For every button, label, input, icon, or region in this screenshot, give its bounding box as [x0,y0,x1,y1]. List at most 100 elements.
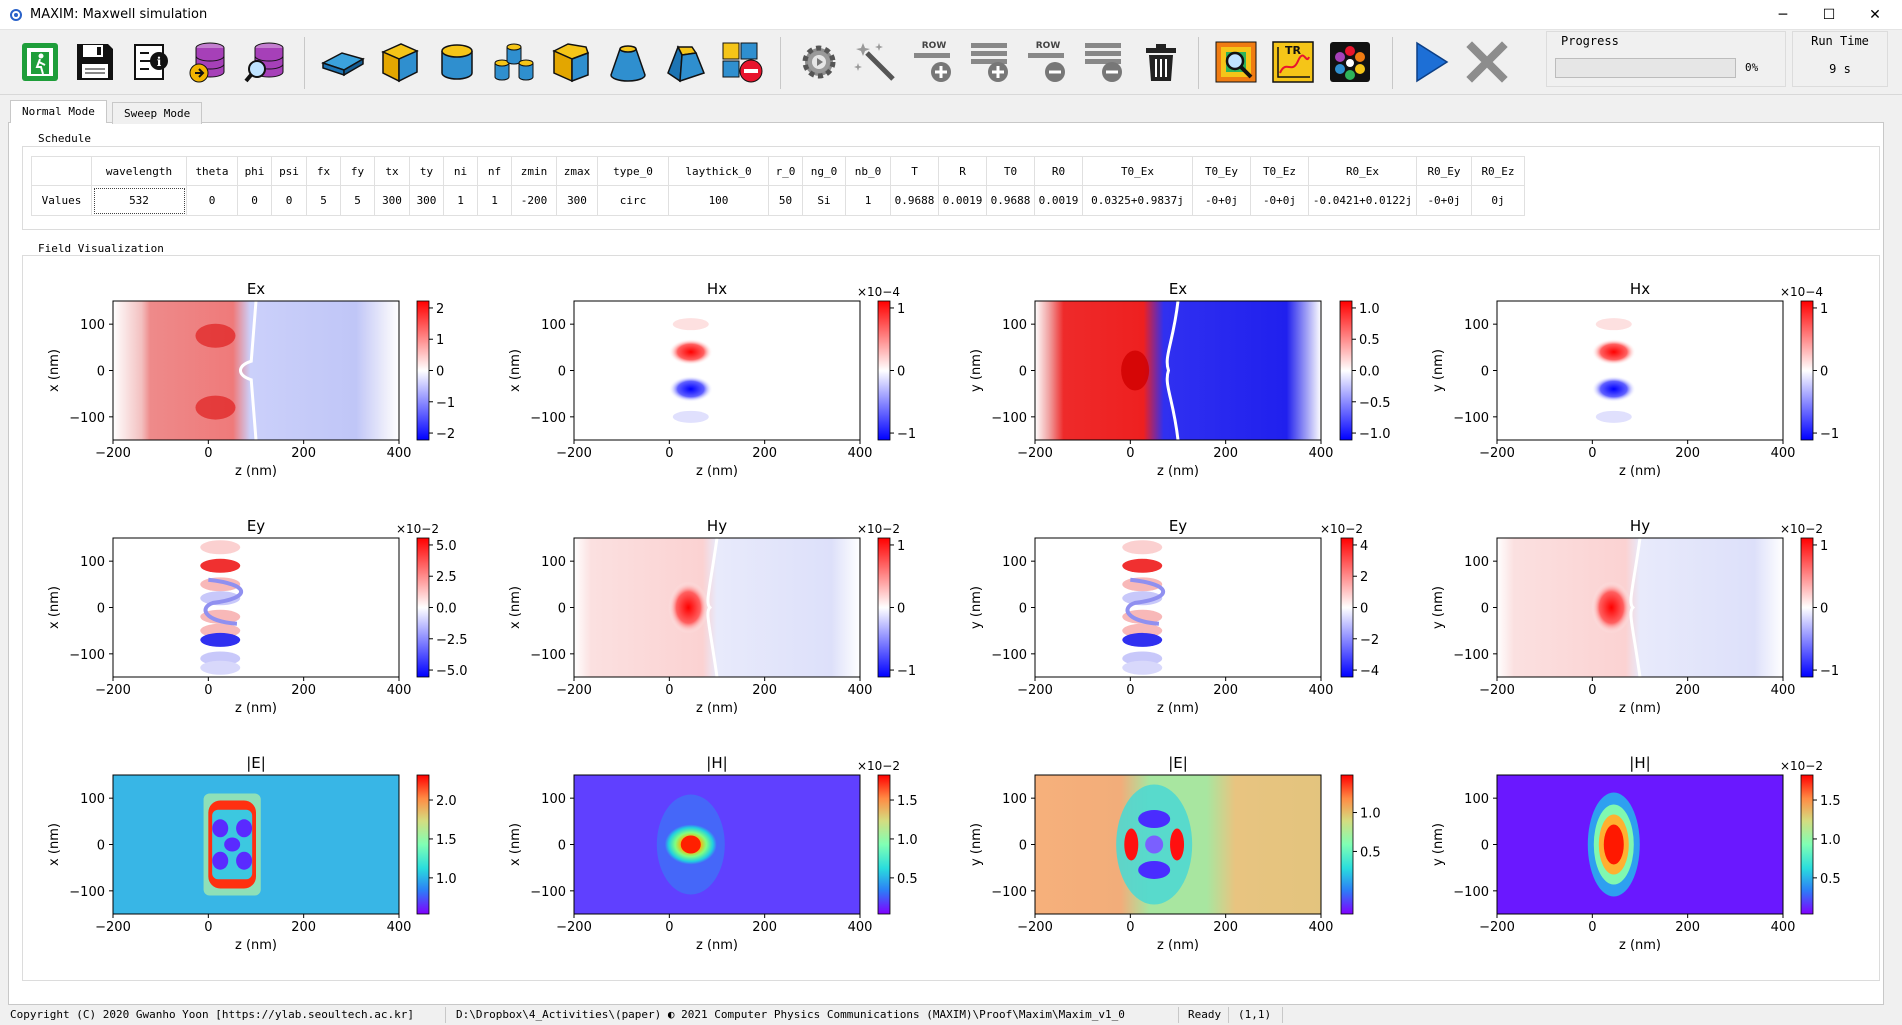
column-header-psi[interactable]: psi [271,156,307,186]
column-header-r0_ez[interactable]: R0_Ez [1471,156,1525,186]
table-cell-ng_0[interactable]: Si [802,185,846,216]
column-header-ni[interactable]: ni [443,156,478,186]
row-remove-button[interactable]: ROW [1022,37,1072,87]
trash-button[interactable] [1136,37,1186,87]
table-cell-r0_ex[interactable]: -0.0421+0.0122j [1308,185,1417,216]
y-axis-label: y (nm) [969,586,984,629]
column-header-laythick_0[interactable]: laythick_0 [668,156,769,186]
table-cell-ni[interactable]: 1 [443,185,478,216]
run-button[interactable] [1405,37,1455,87]
slab-shape-button[interactable] [318,37,368,87]
stop-button[interactable] [1462,37,1512,87]
exit-button[interactable] [15,37,65,87]
table-cell-t0_ex[interactable]: 0.0325+0.9837j [1082,185,1193,216]
table-cell-r0_ez[interactable]: 0j [1471,185,1525,216]
table-cell-psi[interactable]: 0 [271,185,307,216]
colorbar-tick-label: 0.5 [1360,845,1381,860]
minimize-button[interactable]: ─ [1778,7,1788,23]
column-header-nb_0[interactable]: nb_0 [845,156,891,186]
y-tick-label: 0 [97,365,105,380]
table-cell-theta[interactable]: 0 [186,185,238,216]
multi-cylinder-shape-button[interactable] [489,37,539,87]
column-header-t0_ey[interactable]: T0_Ey [1192,156,1251,186]
x-tick-label: −200 [95,446,131,461]
table-cell-type_0[interactable]: circ [597,185,669,216]
tab-sweep-mode[interactable]: Sweep Mode [112,102,203,124]
status-cell: (1,1) [1238,1008,1272,1021]
table-cell-r0[interactable]: 0.0019 [1034,185,1083,216]
table-cell-fx[interactable]: 5 [306,185,341,216]
rows-remove-button[interactable] [1079,37,1129,87]
rows-add-button[interactable] [965,37,1015,87]
table-cell-zmin[interactable]: -200 [511,185,557,216]
column-header-r_0[interactable]: r_0 [768,156,803,186]
colorbar [1340,774,1354,915]
colorbar-tick-label: 0 [897,365,905,380]
schedule-table[interactable]: wavelength theta phi psi fx fy tx ty ni nf zmin zma… [31,156,1525,216]
column-header-ng_0[interactable]: ng_0 [802,156,846,186]
x-tick-label: 400 [1771,683,1796,698]
x-axis-label: z (nm) [696,701,738,716]
y-axis-label: y (nm) [969,349,984,392]
column-header-wavelength[interactable]: wavelength [91,156,187,186]
y-axis-label: x (nm) [47,349,62,392]
x-tick-label: −200 [556,683,592,698]
column-header-zmax[interactable]: zmax [556,156,598,186]
tr-chart-button[interactable]: TR [1268,37,1318,87]
x-tick-label: −200 [1017,920,1053,935]
truncated-pyramid-button[interactable] [660,37,710,87]
table-cell-r_0[interactable]: 50 [768,185,803,216]
pentagon-prism-button[interactable] [546,37,596,87]
table-cell-laythick_0[interactable]: 100 [668,185,769,216]
column-header-r[interactable]: R [938,156,987,186]
table-cell-r0_ey[interactable]: -0+0j [1416,185,1472,216]
cylinder-shape-button[interactable] [432,37,482,87]
toolbar-separator [780,37,781,89]
tab-normal-mode[interactable]: Normal Mode [10,100,107,123]
table-cell-fy[interactable]: 5 [340,185,375,216]
settings-button[interactable] [794,37,844,87]
status-path: D:\Dropbox\4_Activities\(paper) ◐ 2021 C… [456,1008,1125,1021]
table-cell-zmax[interactable]: 300 [556,185,598,216]
x-axis-label: z (nm) [235,464,277,479]
database-load-button[interactable] [184,37,234,87]
x-tick-label: 200 [291,920,316,935]
colorbar-tick-label: 0.5 [897,872,918,887]
column-header-zmin[interactable]: zmin [511,156,557,186]
status-separator [1228,1007,1229,1023]
table-cell-wavelength[interactable]: 532 [91,185,187,216]
box-shape-button[interactable] [375,37,425,87]
magic-wand-button[interactable] [851,37,901,87]
truncated-cone-button[interactable] [603,37,653,87]
field-visualization-group [22,255,1880,981]
column-header-r0_ex[interactable]: R0_Ex [1308,156,1417,186]
field-heatmap [1497,301,1783,440]
info-button[interactable]: i [127,37,177,87]
table-cell-tx[interactable]: 300 [374,185,410,216]
field-heatmap [113,538,399,677]
x-tick-label: 200 [1213,446,1238,461]
database-search-button[interactable] [241,37,291,87]
x-tick-label: 400 [848,920,873,935]
remove-shape-button[interactable] [717,37,767,87]
table-cell-nb_0[interactable]: 1 [845,185,891,216]
save-button[interactable] [70,37,120,87]
close-button[interactable]: ✕ [1869,7,1881,23]
colorbar-tick-label: 0 [897,602,905,617]
color-palette-button[interactable] [1325,37,1375,87]
maximize-button[interactable]: ☐ [1822,7,1836,23]
column-header-t0_ez[interactable]: T0_Ez [1250,156,1309,186]
table-cell-t0_ey[interactable]: -0+0j [1192,185,1251,216]
table-cell-t0_ez[interactable]: -0+0j [1250,185,1309,216]
field-plot-ey-4: Ey −200 0 200 400 z (nm) 100 0 −100 x (nm) 5.0 2.5 0… [47,517,468,716]
colorbar-tick-label: 1 [436,333,444,348]
field-view-button[interactable] [1211,37,1261,87]
row-add-button[interactable]: ROW [908,37,958,87]
column-header-fx[interactable]: fx [306,156,341,186]
y-axis-label: y (nm) [1431,586,1446,629]
y-axis-label: y (nm) [1431,349,1446,392]
column-header-ty[interactable]: ty [409,156,444,186]
progress-title: Progress [1561,34,1619,48]
table-cell-phi[interactable]: 0 [237,185,272,216]
database-load-icon [189,42,225,83]
